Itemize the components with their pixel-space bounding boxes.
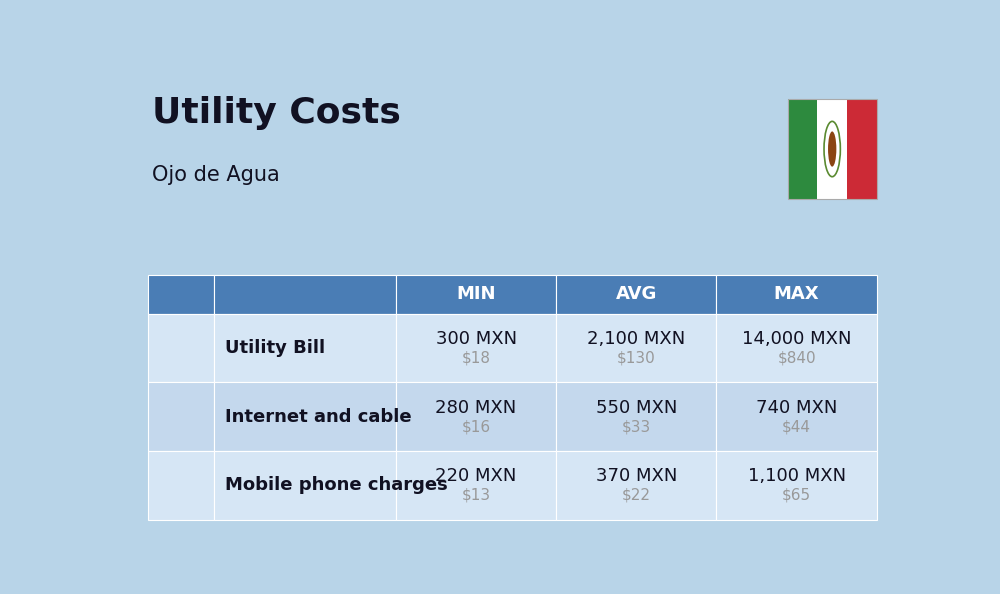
Text: 1,100 MXN: 1,100 MXN [748,467,846,485]
Text: $18: $18 [462,351,491,366]
Bar [214,275,396,314]
Text: 550 MXN: 550 MXN [596,399,677,416]
Bar [148,275,214,314]
Text: $13: $13 [462,488,491,503]
Bar [817,99,847,200]
Text: $840: $840 [777,351,816,366]
Text: $33: $33 [622,419,651,434]
Text: 740 MXN: 740 MXN [756,399,837,416]
Bar [396,275,556,314]
Bar [556,275,716,314]
Text: 220 MXN: 220 MXN [435,467,517,485]
Bar [716,383,877,451]
Text: 300 MXN: 300 MXN [436,330,517,348]
Text: $22: $22 [622,488,651,503]
Text: $16: $16 [462,419,491,434]
Text: $65: $65 [782,488,811,503]
Text: $130: $130 [617,351,656,366]
Text: Utility Costs: Utility Costs [152,96,401,131]
Ellipse shape [828,131,836,167]
Text: Ojo de Agua: Ojo de Agua [152,165,280,185]
Bar [214,383,396,451]
Text: Mobile phone charges: Mobile phone charges [225,476,448,494]
Bar [396,314,556,383]
Bar [716,275,877,314]
Bar [556,383,716,451]
Text: 14,000 MXN: 14,000 MXN [742,330,851,348]
Bar [148,314,214,383]
Text: Utility Bill: Utility Bill [225,339,326,357]
Bar [214,314,396,383]
Bar [788,99,817,200]
Text: MIN: MIN [456,285,496,304]
Text: 280 MXN: 280 MXN [435,399,517,416]
Bar [396,383,556,451]
Bar [148,383,214,451]
Bar [396,451,556,520]
Text: 370 MXN: 370 MXN [596,467,677,485]
Bar [556,314,716,383]
Bar [788,99,877,200]
Bar [716,314,877,383]
Text: $44: $44 [782,419,811,434]
Bar [716,451,877,520]
Bar [556,451,716,520]
Bar [214,451,396,520]
Text: AVG: AVG [616,285,657,304]
Text: 2,100 MXN: 2,100 MXN [587,330,685,348]
Text: MAX: MAX [774,285,819,304]
Bar [148,451,214,520]
Text: Internet and cable: Internet and cable [225,407,412,426]
Bar [847,99,877,200]
